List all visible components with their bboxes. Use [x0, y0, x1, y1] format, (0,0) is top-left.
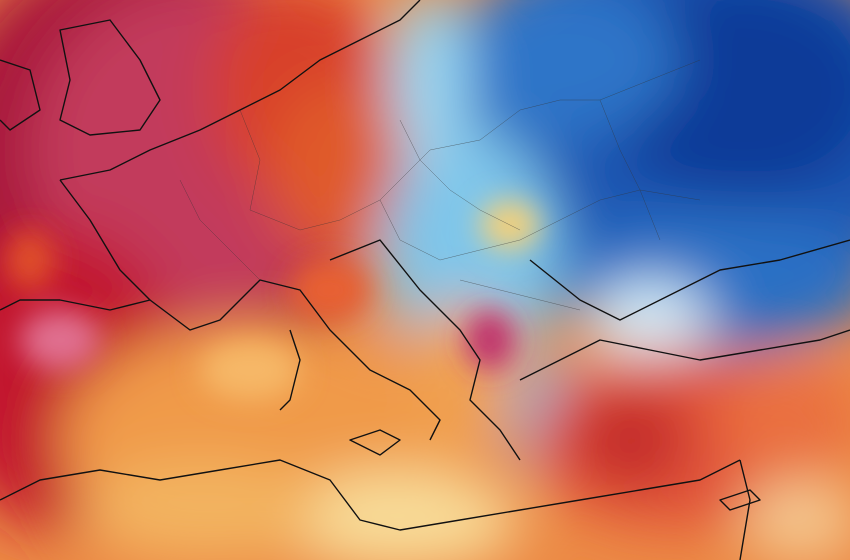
borders — [179, 59, 701, 311]
